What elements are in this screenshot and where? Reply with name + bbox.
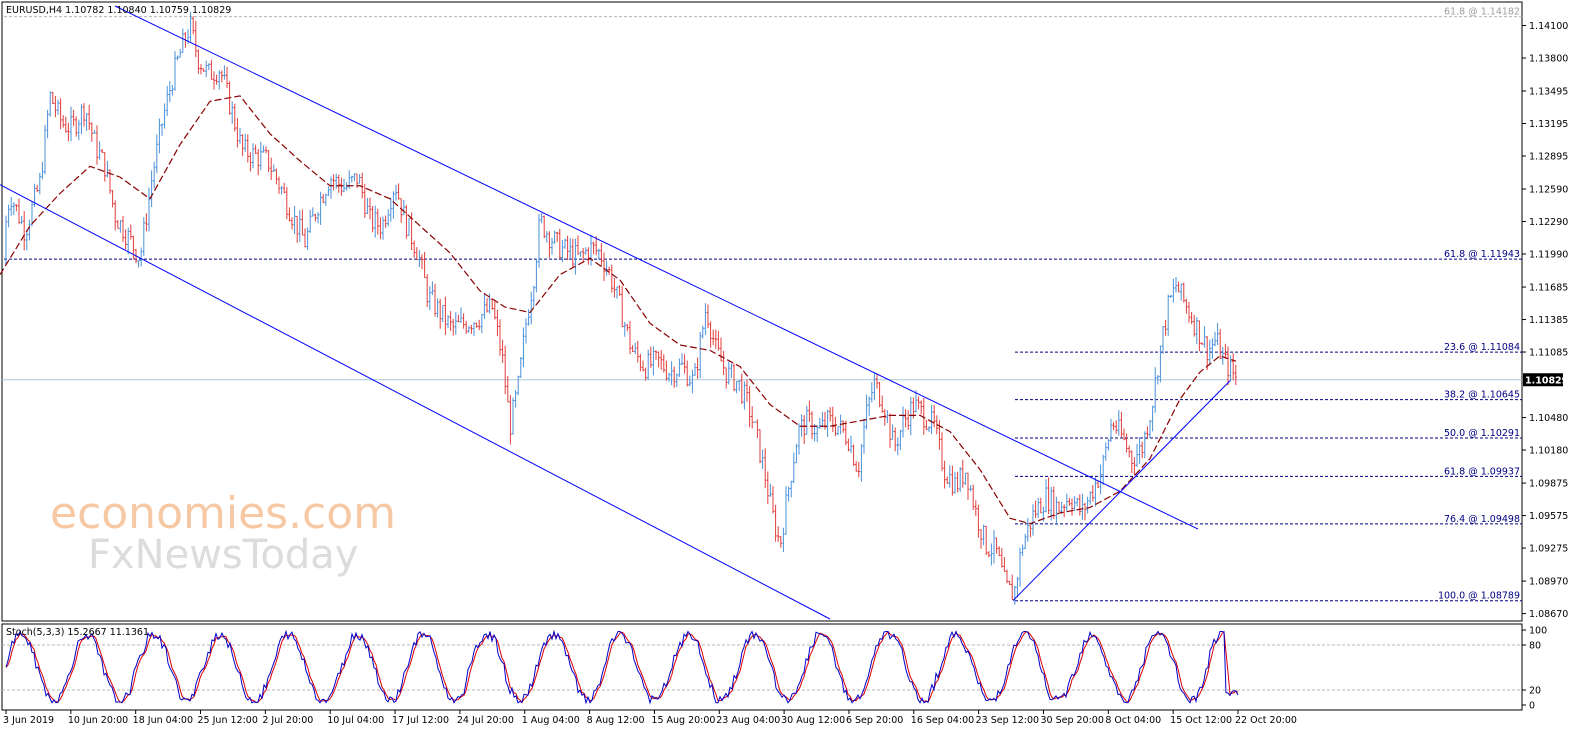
- price-tick-label: 1.08670: [1529, 609, 1568, 620]
- price-tick-label: 1.08970: [1529, 577, 1568, 588]
- price-tick-label: 1.11085: [1529, 348, 1568, 359]
- watermark-line1: economies.com: [50, 488, 396, 539]
- time-tick-label: 8 Aug 12:00: [587, 715, 645, 726]
- stoch-tick-label: 20: [1529, 686, 1541, 697]
- moving-average: [0, 95, 1237, 525]
- stoch-signal-line: [5, 630, 1239, 704]
- current-price-badge: 1.10829: [1523, 373, 1568, 387]
- time-tick-label: 17 Jul 12:00: [392, 715, 449, 726]
- candlesticks: [4, 11, 1237, 605]
- price-tick-label: 1.12590: [1529, 185, 1568, 196]
- time-tick-label: 23 Aug 04:00: [716, 715, 780, 726]
- trend-line: [114, 5, 1199, 530]
- stochastic-lines: [2, 629, 1522, 705]
- svg-text:1.10829: 1.10829: [1525, 375, 1568, 386]
- price-tick-label: 1.13495: [1529, 87, 1568, 98]
- price-tick-label: 1.11385: [1529, 315, 1568, 326]
- time-tick-label: 2 Jul 20:00: [262, 715, 313, 726]
- price-tick-label: 1.09575: [1529, 511, 1568, 522]
- horizontal-levels: 61.8 @ 1.14182 61.8 @ 1.11943 23.6 @ 1.110…: [2, 7, 1522, 602]
- stoch-tick-label: 100: [1529, 626, 1547, 637]
- stoch-axis: 100 80 20 0: [1522, 626, 1547, 712]
- moving-average-line: [0, 95, 1237, 525]
- price-tick-label: 1.13195: [1529, 119, 1568, 130]
- time-tick-label: 24 Jul 20:00: [457, 715, 514, 726]
- price-tick-label: 1.12895: [1529, 152, 1568, 163]
- time-tick-label: 16 Sep 04:00: [911, 715, 974, 726]
- price-tick-label: 1.11990: [1529, 250, 1568, 261]
- time-tick-label: 25 Jun 12:00: [198, 715, 258, 726]
- fib-level-label: 38.2 @ 1.10645: [1444, 390, 1520, 401]
- fib-level-label: 100.0 @ 1.08789: [1438, 591, 1520, 602]
- time-tick-label: 22 Oct 20:00: [1235, 715, 1297, 726]
- fib-level-label: 61.8 @ 1.14182: [1444, 7, 1520, 18]
- fib-level-label: 61.8 @ 1.09937: [1444, 466, 1520, 477]
- time-tick-label: 18 Jun 04:00: [133, 715, 193, 726]
- time-tick-label: 8 Oct 04:00: [1105, 715, 1161, 726]
- time-tick-label: 23 Sep 12:00: [976, 715, 1039, 726]
- trend-line: [0, 184, 831, 620]
- price-tick-label: 1.10480: [1529, 413, 1568, 424]
- fib-level-label: 50.0 @ 1.10291: [1444, 428, 1520, 439]
- price-axis: 1.14100 1.13800 1.13495 1.13195 1.12895 1.125…: [1522, 21, 1568, 620]
- price-tick-label: 1.14100: [1529, 21, 1568, 32]
- stoch-tick-label: 0: [1529, 701, 1535, 712]
- price-tick-label: 1.10180: [1529, 446, 1568, 457]
- symbol-header: EURUSD,H4 1.10782 1.10840 1.10759 1.1082…: [6, 5, 231, 16]
- stoch-main-line: [5, 629, 1239, 705]
- time-tick-label: 30 Aug 12:00: [781, 715, 845, 726]
- time-tick-label: 10 Jun 20:00: [68, 715, 128, 726]
- price-tick-label: 1.09875: [1529, 479, 1568, 490]
- price-tick-label: 1.11685: [1529, 283, 1568, 294]
- fib-level-label: 61.8 @ 1.11943: [1444, 249, 1520, 260]
- time-tick-label: 1 Aug 04:00: [522, 715, 580, 726]
- price-tick-label: 1.09275: [1529, 544, 1568, 555]
- time-tick-label: 30 Sep 20:00: [1040, 715, 1103, 726]
- time-tick-label: 15 Aug 20:00: [651, 715, 715, 726]
- time-tick-label: 15 Oct 12:00: [1170, 715, 1232, 726]
- stoch-tick-label: 80: [1529, 641, 1541, 652]
- price-tick-label: 1.12290: [1529, 217, 1568, 228]
- channel-lines: [0, 5, 1231, 620]
- trend-line: [1012, 380, 1231, 601]
- price-panel-frame: [1, 1, 1523, 622]
- watermark-line2: FxNewsToday: [88, 532, 358, 578]
- fib-level-label: 23.6 @ 1.11084: [1444, 342, 1520, 353]
- fib-level-label: 76.4 @ 1.09498: [1444, 514, 1520, 525]
- time-axis: 3 Jun 2019 10 Jun 20:00 18 Jun 04:00 25 Jun…: [3, 710, 1297, 726]
- time-tick-label: 3 Jun 2019: [3, 715, 54, 726]
- time-tick-label: 10 Jul 04:00: [327, 715, 384, 726]
- stoch-panel-frame: [1, 623, 1523, 711]
- time-tick-label: 6 Sep 20:00: [846, 715, 903, 726]
- price-tick-label: 1.13800: [1529, 53, 1568, 64]
- stoch-header: Stoch(5,3,3) 15.2667 11.1361: [6, 627, 149, 638]
